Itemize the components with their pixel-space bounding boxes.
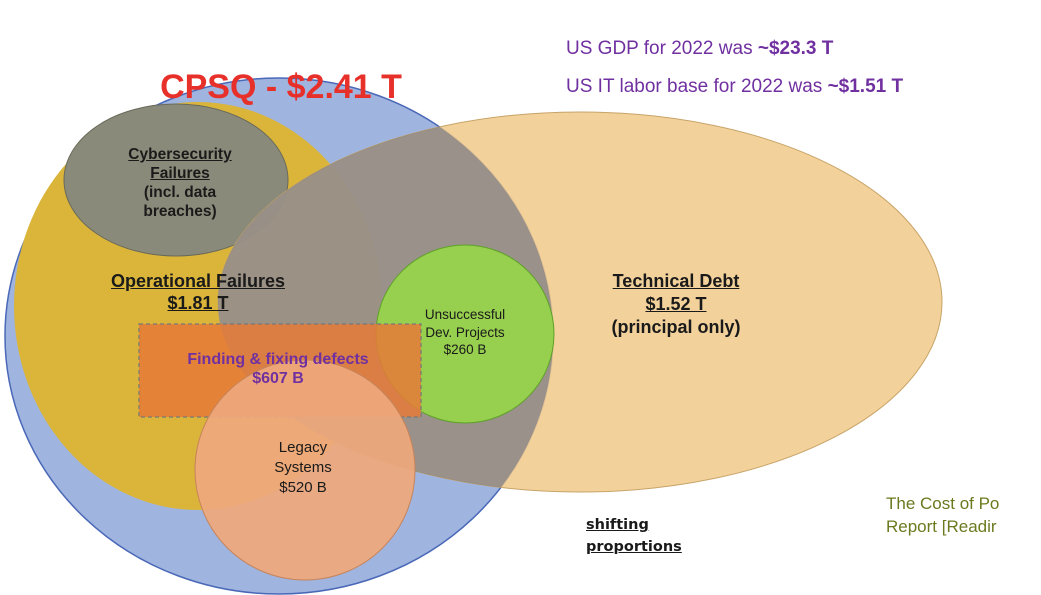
source-citation: The Cost of Po Report [Readir xyxy=(886,492,1041,538)
gdp-statement: US GDP for 2022 was ~$23.3 T xyxy=(566,38,833,60)
cyber-line-2: Failures xyxy=(150,165,210,182)
source-line-1: The Cost of Po xyxy=(886,494,1000,513)
it-labor-value: ~$1.51 T xyxy=(827,76,904,97)
unsuccessful-projects-label: Unsuccessful Dev. Projects $260 B xyxy=(425,306,505,359)
legacy-systems-circle xyxy=(194,359,416,581)
source-line-2: Report [Readir xyxy=(886,517,997,536)
shifting-line-2: proportions xyxy=(586,539,682,555)
unsuccessful-line-1: Unsuccessful xyxy=(424,307,506,322)
cyber-line-4: breaches) xyxy=(143,203,217,220)
cyber-line-3: (incl. data xyxy=(143,184,217,201)
cybersecurity-ellipse xyxy=(63,103,289,257)
defects-title: Finding & fixing defects xyxy=(187,351,369,368)
technical-debt-value: $1.52 T xyxy=(645,294,707,314)
legacy-line-1: Legacy xyxy=(278,439,328,456)
legacy-line-3: $520 B xyxy=(279,479,327,496)
operational-failures-label: Operational Failures $1.81 T xyxy=(111,270,285,314)
technical-debt-title: Technical Debt xyxy=(612,271,740,291)
cyber-line-1: Cybersecurity xyxy=(128,146,232,163)
technical-debt-note: (principal only) xyxy=(611,317,741,337)
cybersecurity-label: Cybersecurity Failures (incl. data breac… xyxy=(128,145,231,221)
defects-value: $607 B xyxy=(252,370,304,387)
unsuccessful-line-3: $260 B xyxy=(443,342,487,357)
cpsq-title: CPSQ - $2.41 T xyxy=(160,68,402,106)
operational-value: $1.81 T xyxy=(167,293,229,313)
legacy-systems-label: Legacy Systems $520 B xyxy=(274,438,332,498)
shifting-proportions-note: shifting proportions xyxy=(586,514,682,558)
it-labor-statement: US IT labor base for 2022 was ~$1.51 T xyxy=(566,76,903,98)
operational-title: Operational Failures xyxy=(110,271,286,291)
it-labor-prefix: US IT labor base for 2022 was xyxy=(566,76,828,97)
gdp-value: ~$23.3 T xyxy=(757,38,834,59)
unsuccessful-line-2: Dev. Projects xyxy=(425,324,505,340)
shifting-line-1: shifting xyxy=(586,517,649,533)
legacy-line-2: Systems xyxy=(274,459,332,476)
defects-label: Finding & fixing defects $607 B xyxy=(187,350,368,388)
technical-debt-label: Technical Debt $1.52 T (principal only) xyxy=(611,270,740,339)
gdp-prefix: US GDP for 2022 was xyxy=(566,38,758,59)
